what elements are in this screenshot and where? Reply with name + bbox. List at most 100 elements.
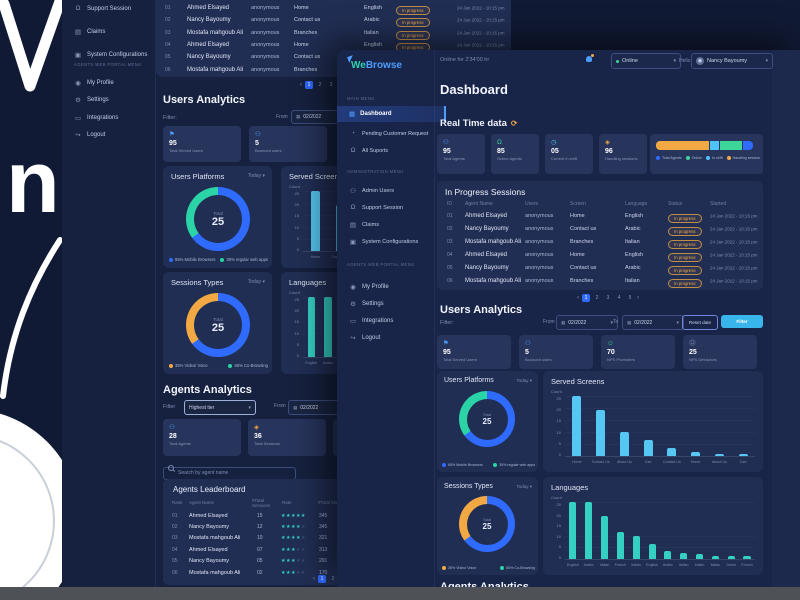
sidebar-item[interactable]: ▭ Integrations	[62, 109, 155, 127]
stat-card[interactable]: ⚇ 95 Total Agents	[437, 134, 485, 174]
leaderboard-row[interactable]: 04 Ahmed Elsayed 07 ★★★★★ 313	[163, 544, 510, 555]
table-row[interactable]: 03 Mostafa mahgoub Ali anonymous Branche…	[437, 235, 763, 249]
sidebar-item[interactable]: ◉ My Profile	[337, 278, 434, 295]
pagination-page[interactable]: 2	[595, 295, 599, 301]
period-select[interactable]: Today ▾	[516, 378, 532, 383]
cell-language: English	[364, 42, 383, 49]
sidebar-item[interactable]: ↪ Logout	[62, 127, 155, 145]
table-row[interactable]: 04 Ahmed Elsayed anonymous Home English …	[437, 248, 763, 262]
claims-icon: ▤	[349, 221, 357, 229]
table-row[interactable]: 05 Nancy Bayoumy anonymous Contact us Ar…	[437, 261, 763, 275]
shield-icon: ◈	[605, 139, 610, 146]
pagination-next[interactable]: ›	[637, 295, 639, 301]
user-menu[interactable]: ◉ Nancy Bayoumy ▾	[691, 53, 773, 69]
refresh-icon[interactable]: ⟳	[510, 119, 518, 128]
stat-card[interactable]: ◷ 05 Current in shift	[545, 134, 593, 174]
stat-card[interactable]: ◈ 36 Total Sessions	[248, 419, 326, 456]
leaderboard-row[interactable]: 02 Nancy Bayoumy 12 ★★★★★ 345	[163, 521, 510, 532]
table-row[interactable]: 02 Nancy Bayoumy anonymous Contact us Ar…	[437, 222, 763, 236]
date-select-from[interactable]: ▦ 02/2022 ▾	[556, 315, 618, 330]
donut-center: Total 25	[194, 301, 242, 349]
cell-rating: ★★★★★	[281, 558, 306, 565]
donut-total-label: Total	[213, 316, 223, 322]
table-row[interactable]: 01 Ahmed Elsayed anonymous Home English …	[437, 209, 763, 223]
sidebar-item[interactable]: ▭ Integrations	[337, 312, 434, 329]
stat-card[interactable]: ⚇ 5 Bounced users	[249, 126, 327, 162]
period-select[interactable]: Today ▾	[247, 173, 265, 179]
tier-select[interactable]: Highest tier ▾	[184, 400, 256, 415]
table-row[interactable]: 01 Ahmed Elsayed anonymous Home English …	[155, 2, 511, 16]
sidebar-item[interactable]: ⚙ Settings	[337, 295, 434, 312]
stat-card[interactable]: ⚑ 95 Total Served Users	[163, 126, 241, 162]
stat-card[interactable]: ⚑ 95 Total Served Users	[437, 335, 511, 369]
sidebar-item[interactable]: ▤ Claims	[337, 216, 434, 233]
pagination-page[interactable]: 1	[318, 575, 326, 583]
pagination-page[interactable]: 2	[318, 82, 322, 88]
search-input[interactable]	[163, 466, 296, 480]
in-progress-sessions-card: In Progress Sessions ID Agent Name Users…	[437, 181, 763, 290]
filter-button[interactable]: Filter	[721, 315, 763, 328]
date-select-to[interactable]: ▦ 02/2022 ▾	[622, 315, 684, 330]
bar	[743, 555, 751, 559]
sidebar-item[interactable]: ▤ Claims	[62, 20, 155, 43]
leaderboard-row[interactable]: 06 Mostafa mahgoub Ali 02 ★★★★★ 170	[163, 567, 510, 578]
legend-dot	[228, 363, 233, 368]
webrowse-logo[interactable]: We Browse	[347, 55, 402, 71]
column-header: Screen	[570, 201, 586, 207]
from-label: From	[274, 403, 286, 409]
sidebar-item[interactable]: ▣ System Configurations	[337, 233, 434, 250]
filter-label: Filter:	[440, 320, 454, 326]
sidebar-item[interactable]: ▣ System Configurations	[62, 43, 155, 66]
pagination-page[interactable]: 5	[628, 295, 632, 301]
leaderboard-row[interactable]: 05 Nancy Bayoumy 05 ★★★★★ 291	[163, 556, 510, 567]
table-row[interactable]: 06 Mostafa mahgoub Ali anonymous Branche…	[437, 272, 763, 290]
pagination-prev[interactable]: ‹	[300, 82, 302, 88]
bar	[585, 502, 593, 559]
sidebar-item-label: System Configurations	[362, 238, 419, 245]
pagination-page[interactable]: 2	[331, 576, 335, 582]
period-select[interactable]: Today ▾	[247, 279, 265, 285]
stat-label: Total Served Users	[443, 357, 477, 362]
pagination-page[interactable]: 1	[305, 81, 313, 89]
chevron-down-icon: ▾	[248, 404, 251, 411]
pagination-page[interactable]: 4	[617, 295, 621, 301]
stat-card[interactable]: ◈ 96 Handling sessions	[599, 134, 647, 174]
stat-card[interactable]: ☹ 25 NPS Detractors	[683, 335, 757, 369]
table-row[interactable]: 03 Mostafa mahgoub Ali anonymous Branche…	[155, 27, 511, 40]
bar-label: French	[614, 563, 626, 567]
leaderboard-row[interactable]: 01 Ahmed Elsayed 15 ★★★★★ 345	[163, 510, 510, 521]
table-row[interactable]: 02 Nancy Bayoumy anonymous Contact us Ar…	[155, 14, 511, 28]
stat-card[interactable]: ☺ 70 NPS Promoters	[601, 335, 675, 369]
sidebar-item[interactable]: ↪ Logout	[337, 329, 434, 346]
sidebar-item[interactable]: Ω Support Session	[62, 0, 155, 20]
pagination-prev[interactable]: ‹	[313, 576, 315, 582]
sessions-types-card: Sessions Types Today ▾ Total 25 35% Vide…	[163, 272, 272, 374]
period-select[interactable]: Today ▾	[516, 484, 532, 489]
sidebar-item[interactable]: ◉ My Profile	[62, 74, 155, 92]
status-badge: In progress	[668, 272, 702, 290]
sidebar-item[interactable]: Ω Support Session	[337, 199, 434, 216]
reset-date-button[interactable]: Reset date	[682, 315, 718, 330]
sidebar-item[interactable]: Ω All Suports	[337, 142, 434, 159]
pagination-prev[interactable]: ‹	[577, 295, 579, 301]
pagination-page[interactable]: 3	[606, 295, 610, 301]
sidebar-item-dashboard[interactable]: ▦ Dashboard	[337, 106, 446, 122]
status-select[interactable]: Online ▾	[611, 53, 681, 69]
calendar-icon: ▦	[561, 319, 566, 325]
legend-dot	[685, 156, 690, 160]
y-axis-label: Count	[551, 389, 562, 394]
cell-started: 24 Jan 2022 - 10:15 pm	[710, 213, 758, 218]
sidebar-item[interactable]: ⚙ Settings	[62, 92, 155, 110]
pagination-page[interactable]: 1	[582, 294, 590, 302]
pagination-page[interactable]: 3	[329, 82, 333, 88]
stat-card[interactable]: Ω 85 Online Agents	[491, 134, 539, 174]
sidebar-item[interactable]: ◔ Pending Customer Request	[337, 125, 434, 142]
stat-card[interactable]: ⚇ 5 Bounced users	[519, 335, 593, 369]
notification-bell-icon[interactable]	[585, 54, 594, 63]
bottom-frame-edge	[0, 587, 800, 600]
sidebar-item[interactable]: ⚇ Admin Users	[337, 182, 434, 199]
stat-card[interactable]: ⚇ 28 Total Agents	[163, 419, 241, 456]
cell-agent-name: Ahmed Elsayed	[189, 512, 228, 519]
cell-agent-name: Nancy Bayoumy	[465, 225, 509, 232]
leaderboard-row[interactable]: 03 Mostafa mahgoub Ali 10 ★★★★★ 321	[163, 533, 510, 544]
